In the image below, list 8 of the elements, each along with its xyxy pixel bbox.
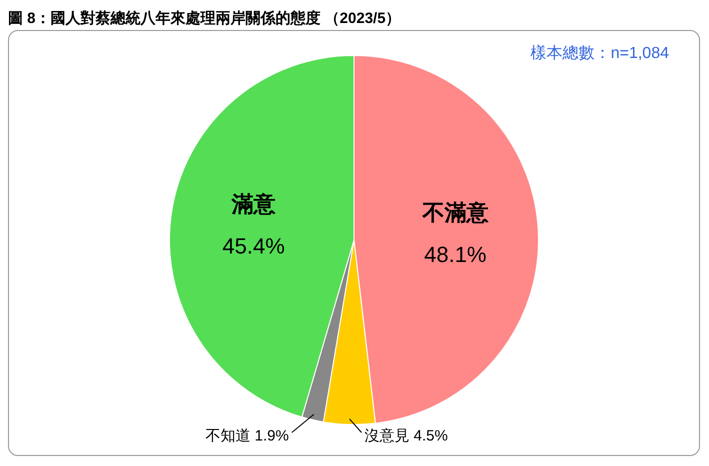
chart-title: 圖 8：國人對蔡總統八年來處理兩岸關係的態度 （2023/5） [8,9,402,29]
slice-label: 滿意 [230,192,277,217]
data-label: 48.1% [424,242,486,268]
data-label: 45.4% [222,234,285,259]
text: 樣本總數：n=1,084 [530,44,669,64]
slice-label: 沒意見 4.5% [364,428,448,445]
slice-label: 不知道 1.9% [205,428,289,445]
slice-label: 不滿意 [421,200,490,226]
